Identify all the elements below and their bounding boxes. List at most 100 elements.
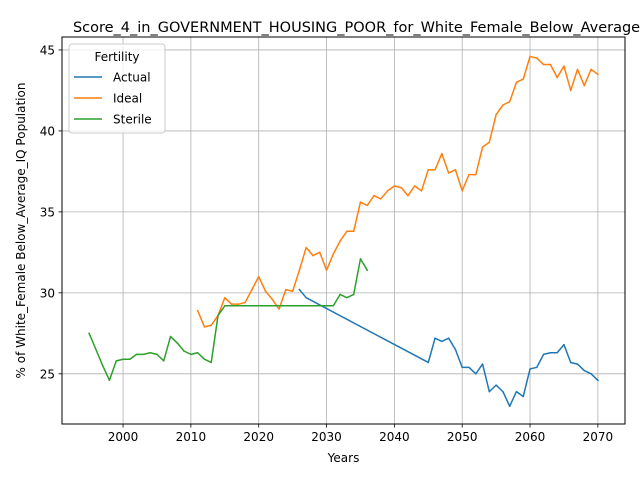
x-tick-label: 2050 (447, 430, 478, 444)
data-point-actual (508, 405, 511, 407)
data-point-sterile (169, 335, 172, 338)
data-point-sterile (352, 293, 355, 296)
data-point-sterile (217, 314, 219, 317)
data-point-actual (515, 390, 518, 393)
data-point-sterile (176, 342, 179, 344)
data-point-sterile (190, 353, 192, 356)
data-point-sterile (135, 353, 138, 356)
data-point-sterile (285, 305, 287, 307)
data-point-sterile (162, 360, 165, 362)
data-point-sterile (366, 269, 368, 271)
data-point-ideal (536, 57, 538, 59)
legend: Fertility Actual Ideal Sterile (68, 43, 166, 134)
data-point-sterile (264, 305, 267, 307)
data-point-actual (569, 361, 572, 364)
data-point-sterile (237, 305, 240, 307)
data-point-sterile (251, 305, 253, 307)
data-point-ideal (380, 198, 382, 200)
data-point-ideal (549, 63, 552, 66)
data-point-ideal (529, 55, 531, 58)
data-point-actual (298, 288, 301, 291)
data-point-sterile (149, 352, 151, 354)
x-axis-label: Years (327, 451, 360, 465)
data-point-ideal (224, 296, 226, 299)
data-point-ideal (434, 169, 436, 171)
data-point-actual (488, 390, 491, 393)
data-point-ideal (461, 190, 463, 192)
data-point-actual (454, 348, 457, 351)
data-point-sterile (156, 353, 158, 356)
x-tick-label: 2030 (311, 430, 342, 444)
series-line-sterile (88, 258, 369, 382)
legend-label-ideal: Ideal (113, 92, 142, 106)
legend-label-actual: Actual (113, 71, 151, 85)
data-point-sterile (230, 305, 233, 307)
x-tick-label: 2040 (379, 430, 410, 444)
data-point-actual (481, 363, 484, 365)
data-point-ideal (352, 230, 355, 233)
data-point-actual (556, 352, 558, 354)
data-point-ideal (413, 185, 416, 187)
data-point-ideal (366, 204, 368, 207)
data-point-actual (502, 390, 504, 393)
data-point-sterile (325, 305, 328, 307)
data-point-sterile (108, 379, 111, 382)
data-point-sterile (101, 364, 104, 367)
data-point-ideal (576, 68, 579, 71)
data-point-ideal (278, 308, 280, 310)
data-point-sterile (142, 353, 145, 356)
data-point-ideal (291, 290, 294, 292)
data-point-actual (542, 353, 545, 356)
data-point-ideal (569, 89, 572, 92)
data-point-ideal (285, 288, 287, 291)
data-point-actual (495, 384, 497, 386)
data-point-sterile (339, 293, 341, 296)
data-point-sterile (196, 352, 199, 354)
legend-title: Fertility (94, 50, 139, 64)
data-point-ideal (196, 309, 199, 312)
data-point-actual (427, 361, 430, 364)
data-point-ideal (590, 68, 592, 71)
data-point-sterile (291, 305, 294, 307)
data-point-actual (522, 395, 525, 398)
data-point-ideal (237, 303, 240, 305)
data-point-ideal (332, 253, 335, 255)
data-point-sterile (115, 360, 118, 362)
data-point-actual (549, 352, 552, 354)
data-point-sterile (224, 305, 226, 307)
grid (62, 37, 625, 424)
x-tick-label: 2020 (243, 430, 274, 444)
series-line-actual (298, 288, 599, 407)
data-point-actual (597, 379, 599, 382)
axis-ticks: 2000 2010 2020 2030 2040 2050 2060 2070 25 30 35 40… (40, 43, 613, 444)
y-tick-label: 40 (40, 124, 55, 138)
data-point-sterile (129, 358, 131, 360)
data-point-ideal (264, 290, 267, 292)
data-point-actual (305, 296, 307, 299)
x-tick-label: 2010 (176, 430, 207, 444)
data-point-ideal (203, 326, 206, 328)
data-point-ideal (488, 141, 491, 144)
x-tick-label: 2060 (515, 430, 546, 444)
data-point-ideal (563, 65, 565, 67)
data-point-ideal (400, 186, 402, 189)
data-point-ideal (393, 185, 396, 187)
plot-series (88, 55, 599, 407)
data-point-ideal (407, 194, 409, 197)
data-point-ideal (597, 73, 599, 75)
data-point-sterile (332, 305, 335, 307)
data-point-ideal (312, 254, 314, 257)
data-point-ideal (420, 190, 423, 192)
data-point-actual (576, 363, 579, 365)
plot-area-frame (61, 36, 626, 425)
data-point-sterile (244, 305, 246, 307)
data-point-ideal (319, 251, 321, 254)
data-point-sterile (298, 305, 301, 307)
data-point-actual (475, 373, 477, 375)
data-point-sterile (122, 358, 124, 360)
chart-title: Score_4_in_GOVERNMENT_HOUSING_POOR_for_W… (73, 20, 640, 36)
data-point-sterile (271, 305, 274, 307)
data-point-ideal (346, 230, 348, 233)
x-tick-label: 2070 (583, 430, 614, 444)
data-point-ideal (454, 169, 457, 171)
